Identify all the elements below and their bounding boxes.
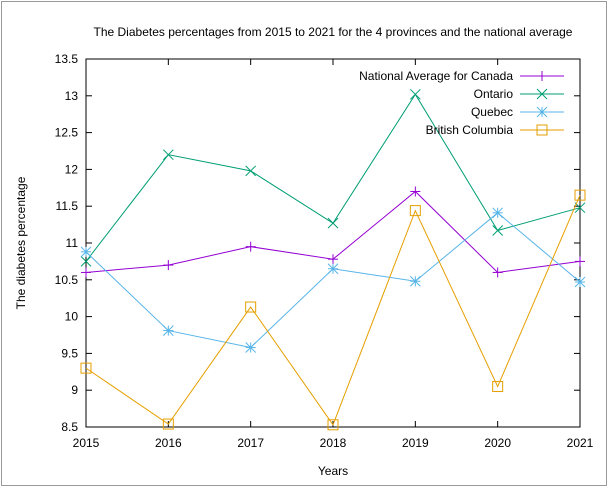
data-point-square: [409, 205, 421, 217]
data-point-asterisk: [80, 246, 92, 258]
legend-item: Quebec: [471, 105, 564, 119]
x-tick-label: 2017: [237, 436, 264, 450]
data-point-asterisk: [536, 106, 548, 118]
x-tick-label: 2018: [320, 436, 347, 450]
data-point-square: [80, 362, 92, 374]
data-point-square: [536, 124, 548, 136]
y-tick-label: 13: [65, 89, 79, 103]
series-quebec: [80, 207, 586, 353]
data-point-square: [162, 418, 174, 430]
x-tick-label: 2021: [567, 436, 594, 450]
data-point-asterisk: [327, 263, 339, 275]
legend-item: British Columbia: [426, 123, 564, 137]
legend-label: Quebec: [471, 105, 513, 119]
y-tick-label: 10.5: [55, 273, 79, 287]
data-point-cross: [80, 256, 92, 267]
data-point-asterisk: [162, 325, 174, 336]
data-point-cross: [574, 202, 586, 214]
legend-label: British Columbia: [426, 123, 514, 137]
legend: National Average for Canada Ontario Quebec…: [359, 69, 564, 137]
y-tick-label: 9: [71, 383, 78, 397]
y-axis-label: The diabetes percentage: [14, 176, 28, 309]
data-point-plus: [410, 186, 421, 197]
data-point-square: [245, 301, 257, 313]
series-british-columbia: [80, 189, 586, 431]
data-point-plus: [245, 241, 256, 252]
series-layer: [80, 88, 586, 431]
series-line: [85, 212, 581, 349]
legend-item: National Average for Canada: [359, 69, 564, 83]
data-point-asterisk: [409, 275, 421, 287]
y-tick-label: 12: [65, 162, 79, 176]
series-line: [85, 93, 581, 262]
data-point-plus: [328, 254, 338, 265]
data-point-plus: [163, 260, 174, 271]
series-national-average-for-canada: [81, 186, 585, 278]
legend-item: Ontario: [474, 87, 564, 101]
x-tick-label: 2015: [73, 436, 100, 450]
data-point-plus: [81, 267, 91, 278]
y-tick-label: 13.5: [55, 52, 79, 66]
data-point-asterisk: [574, 276, 586, 288]
data-point-cross: [245, 165, 257, 177]
data-point-cross: [409, 88, 421, 100]
x-tick-label: 2016: [155, 436, 182, 450]
data-point-asterisk: [492, 207, 504, 219]
series-line: [85, 194, 581, 426]
y-tick-label: 11.5: [56, 199, 79, 213]
data-point-cross: [536, 88, 548, 100]
y-tick-label: 11: [66, 236, 79, 250]
legend-label: National Average for Canada: [359, 69, 513, 83]
chart-title: The Diabetes percentages from 2015 to 20…: [94, 25, 573, 39]
data-point-plus: [492, 267, 503, 278]
data-point-cross: [327, 217, 339, 229]
data-point-square: [574, 189, 586, 201]
data-point-cross: [162, 149, 174, 161]
x-axis-label: Years: [318, 464, 348, 478]
data-point-plus: [575, 256, 585, 267]
data-point-cross: [492, 225, 504, 236]
y-tick-label: 12.5: [55, 126, 79, 140]
y-axis: 8.5 9 9.5 10 10.5 11 11.5 12 12.5 13 13.5: [55, 52, 580, 434]
y-tick-label: 9.5: [61, 346, 78, 360]
data-point-square: [327, 419, 339, 431]
x-tick-label: 2020: [484, 436, 511, 450]
x-axis: 2015 2016 2017 2018 2019 2020 2021: [73, 59, 594, 450]
series-ontario: [80, 88, 586, 267]
y-tick-label: 8.5: [61, 420, 78, 434]
data-point-plus: [537, 71, 547, 81]
data-point-asterisk: [245, 342, 257, 353]
x-tick-label: 2019: [402, 436, 429, 450]
y-tick-label: 10: [65, 310, 79, 324]
legend-label: Ontario: [474, 87, 514, 101]
data-point-square: [492, 381, 504, 393]
